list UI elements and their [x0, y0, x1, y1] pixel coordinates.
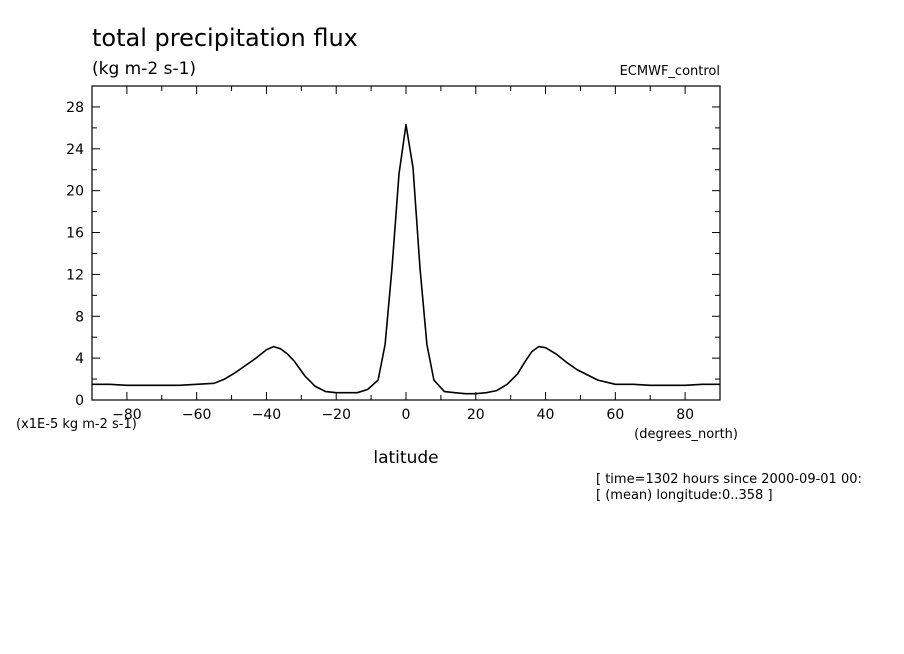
x-tick-label: 40 [537, 407, 555, 423]
x-axis: −80 −60 −40 −20 0 20 40 60 80 [112, 86, 694, 423]
x-axis-label: latitude [373, 448, 438, 468]
x-tick-label: −20 [321, 407, 351, 423]
x-tick-label: 60 [606, 407, 624, 423]
x-tick-label: −60 [182, 407, 212, 423]
y-tick-label: 12 [66, 267, 84, 283]
y-tick-label: 20 [66, 184, 84, 200]
plot-frame [91, 85, 721, 401]
x-tick-label: 0 [402, 407, 411, 423]
chart-units: (kg m-2 s-1) [92, 59, 196, 79]
x-units-label: (degrees_north) [634, 427, 738, 442]
longitude-annotation: [ (mean) longitude:0..358 ] [596, 488, 773, 503]
series-line [92, 123, 720, 395]
x-tick-label: 80 [676, 407, 694, 423]
y-tick-label: 8 [75, 309, 84, 325]
time-annotation: [ time=1302 hours since 2000-09-01 00: [596, 472, 862, 487]
y-tick-label: 16 [66, 226, 84, 242]
x-tick-label: −40 [252, 407, 282, 423]
y-axis: 0 4 8 12 16 20 24 28 [66, 100, 720, 409]
y-tick-label: 28 [66, 100, 84, 116]
y-tick-label: 0 [75, 393, 84, 409]
y-scale-label: (x1E-5 kg m-2 s-1) [16, 417, 137, 432]
x-tick-label: 20 [467, 407, 485, 423]
y-tick-label: 24 [66, 142, 84, 158]
experiment-label: ECMWF_control [620, 64, 720, 79]
chart-title: total precipitation flux [92, 24, 358, 52]
y-tick-label: 4 [75, 351, 84, 367]
x-tick-label: −80 [112, 407, 142, 423]
